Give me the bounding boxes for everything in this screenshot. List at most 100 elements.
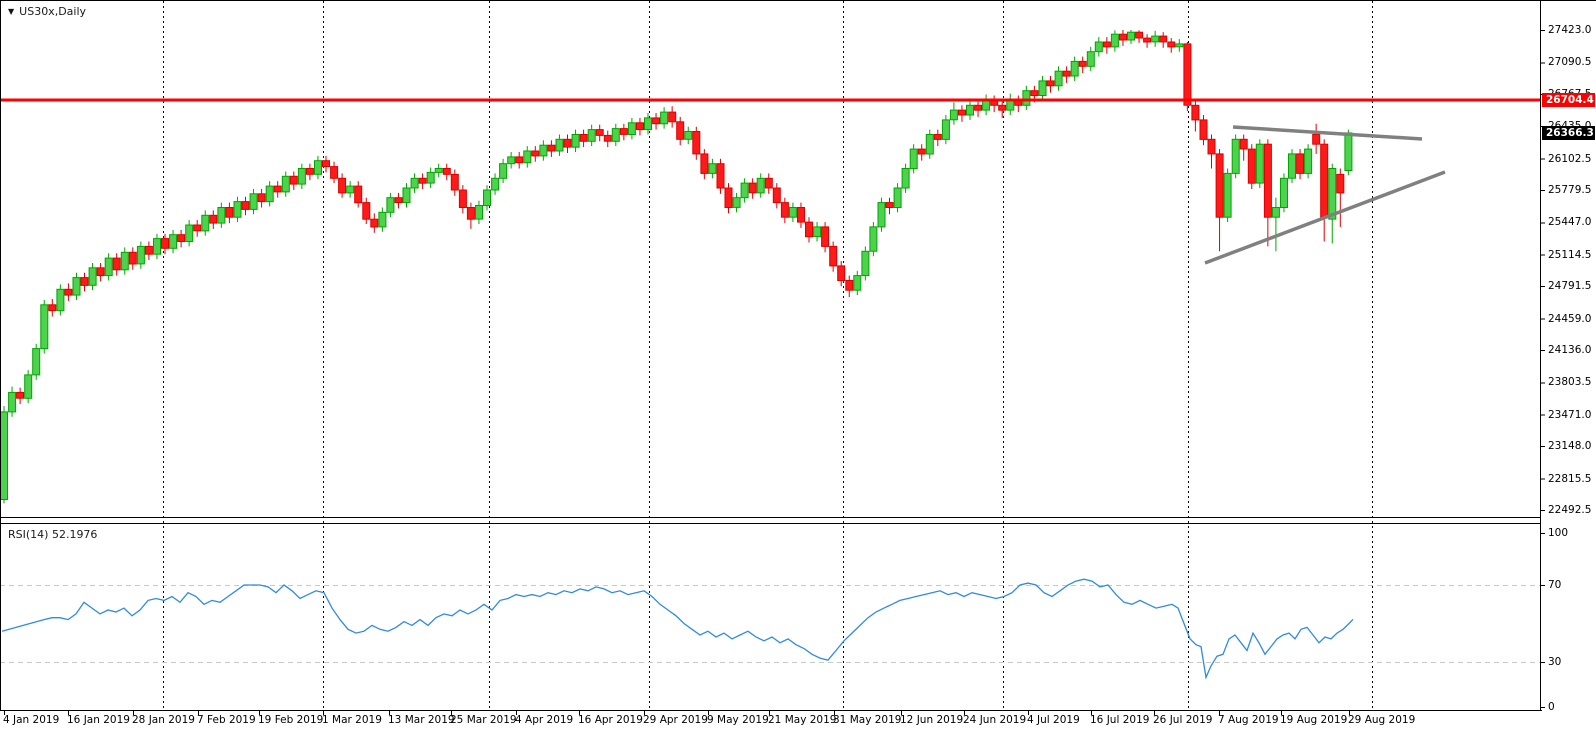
- candle-body: [40, 304, 49, 350]
- candle-body: [885, 202, 894, 209]
- candle-body: [1175, 43, 1184, 48]
- candle-body: [144, 245, 153, 255]
- current-price-tag: 26366.3: [1542, 126, 1595, 140]
- chevron-down-icon: ▼: [8, 7, 15, 16]
- candle-body: [1046, 80, 1055, 87]
- candle-body: [442, 168, 451, 175]
- candle-body: [837, 265, 846, 281]
- candle-body: [780, 202, 789, 218]
- price-axis-label: 22492.5: [1548, 504, 1592, 516]
- candle-body: [1191, 104, 1200, 121]
- candle-body: [1328, 168, 1337, 220]
- candle-body: [426, 171, 435, 184]
- candle-body: [700, 153, 709, 174]
- time-axis-label: 21 May 2019: [768, 714, 837, 726]
- candle-body: [209, 214, 218, 224]
- time-axis-label: 4 Jan 2019: [3, 714, 60, 726]
- candle-body: [1231, 138, 1240, 174]
- trendline[interactable]: [1204, 170, 1446, 265]
- candle-body: [845, 280, 854, 291]
- candle-body: [636, 122, 644, 131]
- candle-body: [56, 288, 65, 312]
- candle-body: [185, 224, 194, 243]
- candle-body: [338, 177, 347, 194]
- candle-body: [475, 205, 483, 220]
- price-axis-label: 24459.0: [1548, 313, 1592, 325]
- candle-body: [579, 134, 588, 142]
- candle-body: [16, 391, 25, 399]
- candle-body: [644, 117, 652, 131]
- candle-body: [555, 138, 564, 152]
- price-axis-label: 27423.0: [1548, 24, 1592, 36]
- candle-body: [161, 238, 169, 249]
- candle-body: [305, 168, 314, 175]
- candle-body: [72, 277, 81, 296]
- candle-body: [732, 197, 741, 208]
- candle-body: [136, 245, 145, 265]
- candle-body: [684, 131, 693, 140]
- time-axis-label: 25 Mar 2019: [450, 714, 517, 726]
- symbol-timeframe-dropdown[interactable]: ▼ US30x,Daily: [8, 5, 86, 18]
- candle-body: [1344, 132, 1353, 171]
- candle-body: [241, 201, 250, 210]
- price-axis-label: 23148.0: [1548, 440, 1592, 452]
- candle-body: [1062, 70, 1071, 77]
- candle-body: [893, 187, 902, 208]
- candle-body: [756, 177, 765, 194]
- candle-body: [1336, 173, 1345, 194]
- time-axis-label: 7 Feb 2019: [197, 714, 256, 726]
- candle-body: [539, 144, 548, 157]
- candle-body: [1183, 43, 1192, 106]
- candle-body: [901, 168, 910, 189]
- candle-body: [1239, 138, 1248, 150]
- candle-body: [1247, 148, 1256, 184]
- candle-body: [169, 234, 178, 249]
- candle-body: [1288, 153, 1296, 179]
- time-axis-label: 1 Mar 2019: [322, 714, 382, 726]
- candle-body: [966, 104, 974, 116]
- candle-body: [692, 131, 701, 155]
- candle-body: [627, 122, 636, 136]
- candle-body: [0, 411, 8, 500]
- candle-body: [587, 129, 596, 142]
- candle-body: [297, 168, 306, 185]
- candle-body: [281, 175, 290, 193]
- candle-body: [748, 182, 757, 194]
- candle-body: [861, 250, 870, 277]
- candle-body: [595, 129, 604, 136]
- candle-body: [346, 185, 355, 194]
- candle-body: [330, 166, 339, 179]
- candle-body: [869, 226, 878, 252]
- candle-body: [603, 134, 612, 142]
- candle-body: [660, 111, 669, 125]
- candle-body: [64, 288, 73, 296]
- time-axis-label: 9 May 2019: [707, 714, 769, 726]
- candle-body: [80, 277, 89, 286]
- candle-body: [8, 391, 17, 413]
- candle-body: [1312, 134, 1321, 145]
- trendline[interactable]: [1232, 125, 1423, 141]
- candle-body: [676, 121, 685, 140]
- candle-body: [217, 207, 226, 224]
- time-axis-label: 29 Apr 2019: [643, 714, 708, 726]
- candle-body: [933, 134, 942, 140]
- price-axis-label: 24136.0: [1548, 344, 1592, 356]
- candle-body: [1304, 148, 1313, 174]
- candle-body: [829, 245, 838, 267]
- candle-body: [1078, 60, 1087, 67]
- candle-body: [24, 374, 33, 399]
- time-axis-label: 16 Jan 2019: [67, 714, 130, 726]
- candle-body: [273, 185, 282, 193]
- candle-body: [1086, 51, 1095, 67]
- candle-body: [450, 173, 459, 191]
- candle-body: [1199, 119, 1208, 140]
- candle-body: [458, 189, 467, 208]
- candle-body: [1215, 153, 1224, 218]
- candle-body: [483, 189, 491, 207]
- candle-body: [1207, 138, 1216, 155]
- price-axis-label: 25779.5: [1548, 184, 1592, 196]
- candle-body: [466, 207, 475, 220]
- time-axis-label: 31 May 2019: [833, 714, 902, 726]
